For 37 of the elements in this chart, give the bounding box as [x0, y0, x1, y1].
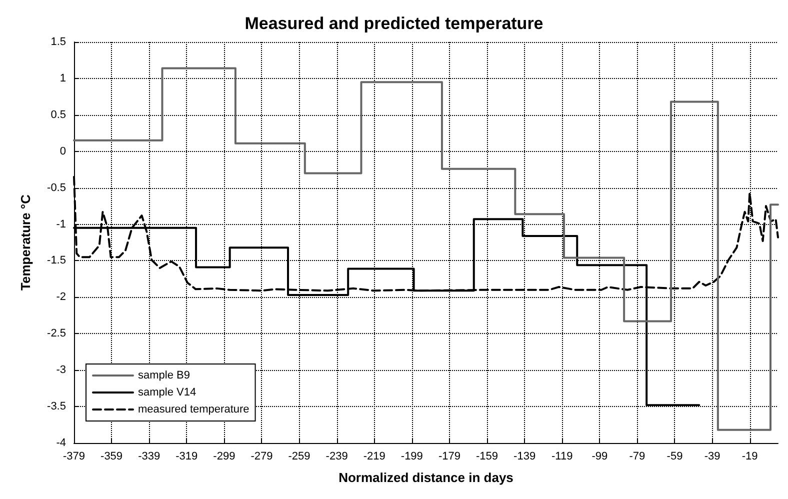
y-tick-label: -3.5 [47, 400, 66, 413]
x-tick-label: -139 [514, 450, 536, 462]
legend-label: sample V14 [138, 386, 196, 398]
x-tick-label: -19 [742, 450, 758, 462]
x-tick-label: -59 [666, 450, 683, 462]
y-tick-label: 0.5 [50, 108, 66, 121]
y-axis-title: Temperature °C [18, 194, 33, 290]
y-tick-label: -3 [56, 364, 66, 376]
x-tick-label: -339 [138, 450, 160, 462]
y-tick-label: -2 [56, 291, 66, 304]
x-tick-label: -219 [363, 450, 386, 462]
legend-label: measured temperature [138, 404, 250, 416]
y-tick-label: -0.5 [47, 182, 66, 194]
x-tick-label: -259 [288, 450, 310, 462]
y-tick-label: -2.5 [47, 328, 66, 340]
x-tick-label: -379 [62, 450, 86, 462]
y-tick-label: 0 [60, 145, 66, 158]
legend-label: sample B9 [138, 370, 190, 382]
x-tick-label: -179 [438, 450, 460, 462]
x-tick-label: -359 [100, 450, 123, 462]
x-tick-label: -299 [213, 450, 236, 462]
x-tick-label: -319 [176, 450, 198, 462]
chart-title: Measured and predicted temperature [244, 14, 544, 33]
y-tick-label: -4 [56, 437, 66, 449]
x-tick-label: -79 [629, 450, 646, 462]
y-tick-label: 1.5 [50, 36, 66, 48]
x-axis-title: Normalized distance in days [338, 470, 514, 485]
x-tick-label: -119 [552, 450, 573, 462]
x-tick-label: -279 [250, 450, 273, 462]
x-tick-label: -99 [592, 450, 608, 462]
y-tick-label: -1.5 [47, 254, 66, 267]
x-tick-label: -159 [476, 450, 498, 462]
x-tick-label: -39 [704, 450, 720, 462]
y-tick-label: 1 [60, 72, 66, 84]
x-tick-label: -239 [326, 450, 348, 462]
y-tick-label: -1 [56, 218, 66, 230]
x-tick-label: -199 [400, 450, 423, 462]
